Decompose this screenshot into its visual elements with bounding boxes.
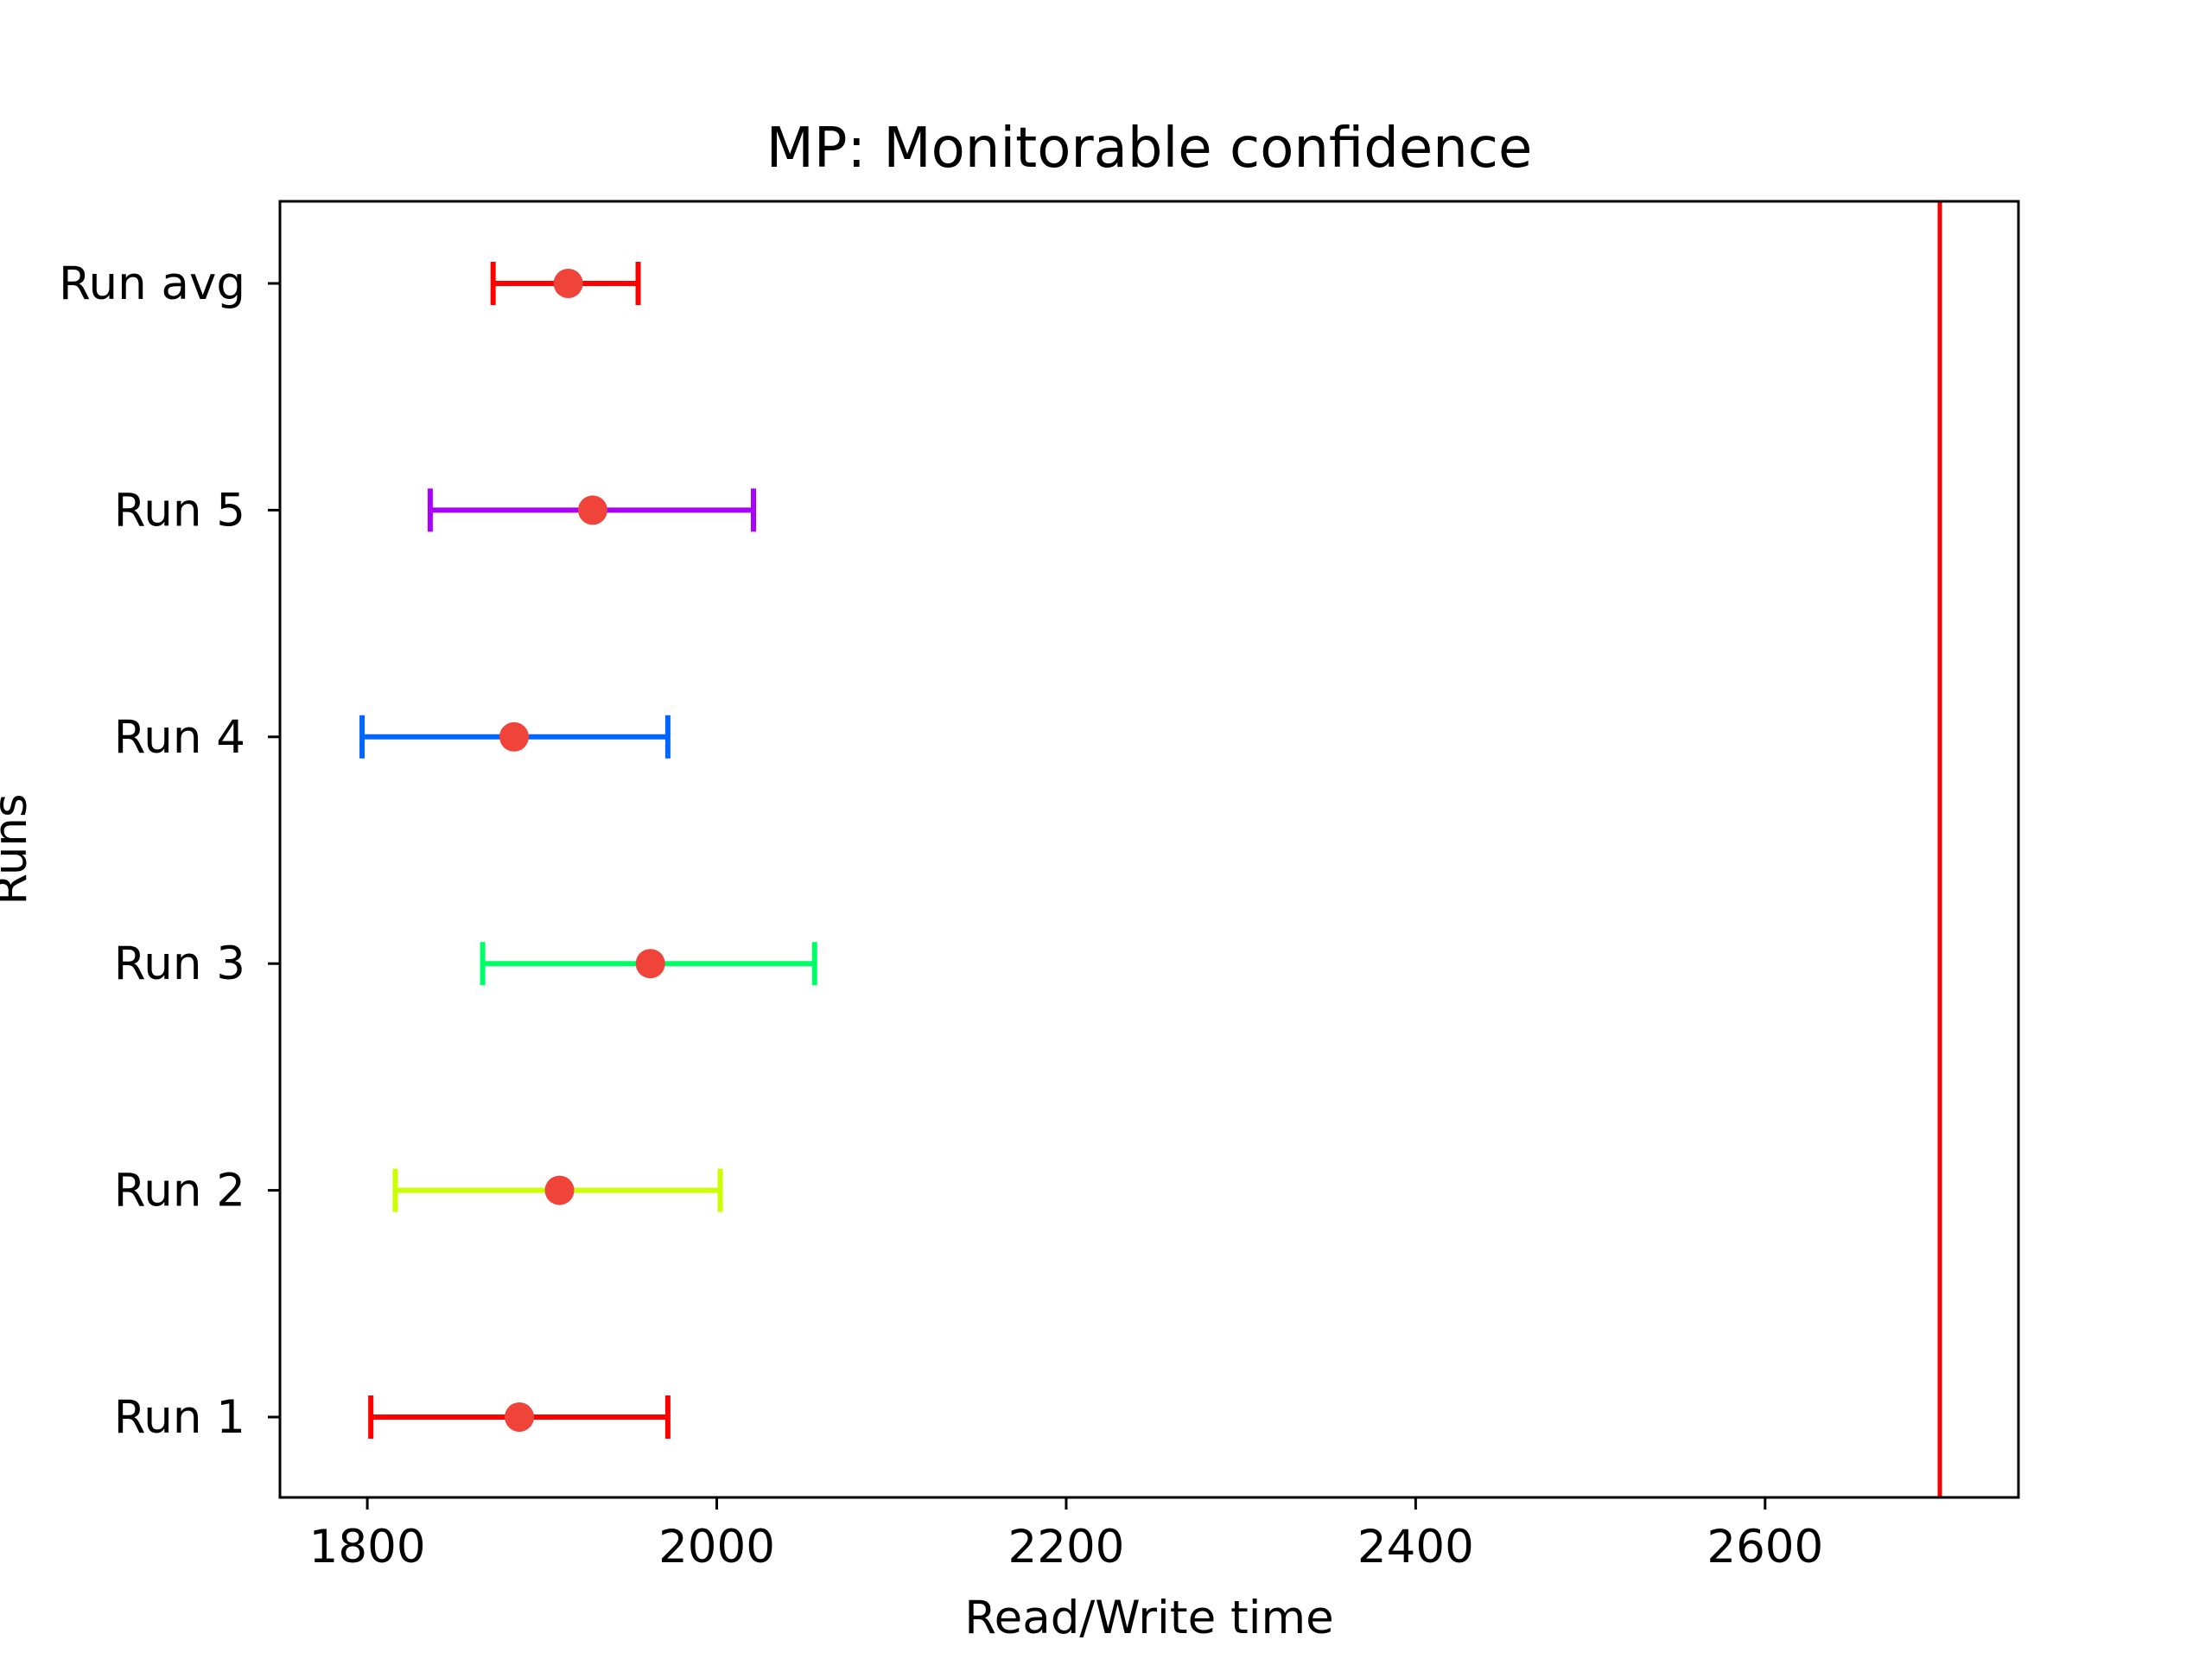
mean-marker [544,1175,575,1205]
x-tick-label: 2400 [1357,1521,1474,1573]
x-tick-label: 2000 [658,1521,775,1573]
errorbar-run-4 [359,715,671,759]
errorbar-run-5 [427,488,756,532]
x-tick-label: 2600 [1707,1521,1823,1573]
mean-marker [499,721,529,752]
y-axis-ticks: Run 1 Run 2 Run 3 Run 4 Run 5 Run avg [59,257,280,1444]
x-axis-label: Read/Write time [964,1592,1334,1644]
mean-marker [635,949,665,979]
plot-marks [359,201,1942,1497]
x-tick-label: 2200 [1008,1521,1125,1573]
y-tick-label: Run 1 [114,1391,245,1444]
mean-marker [553,269,583,298]
errorbar-run-avg [490,262,641,305]
y-tick-label: Run 4 [114,711,245,764]
x-axis-ticks: 1800 2000 2200 2400 2600 [309,1497,1823,1573]
chart-title: MP: Monitorable confidence [766,117,1533,181]
errorbar-run-2 [392,1168,723,1212]
y-tick-label: Run 5 [114,484,245,537]
y-tick-label: Run 2 [114,1165,245,1217]
mean-marker [505,1402,535,1432]
plot-frame [278,200,2020,1499]
x-tick-label: 1800 [309,1521,426,1573]
y-tick-label: Run avg [59,257,245,310]
mean-marker [577,495,607,525]
errorbar-run-1 [368,1395,671,1439]
errorbar-run-3 [480,942,817,986]
y-tick-label: Run 3 [114,938,245,990]
y-axis-label: Runs [0,793,37,905]
